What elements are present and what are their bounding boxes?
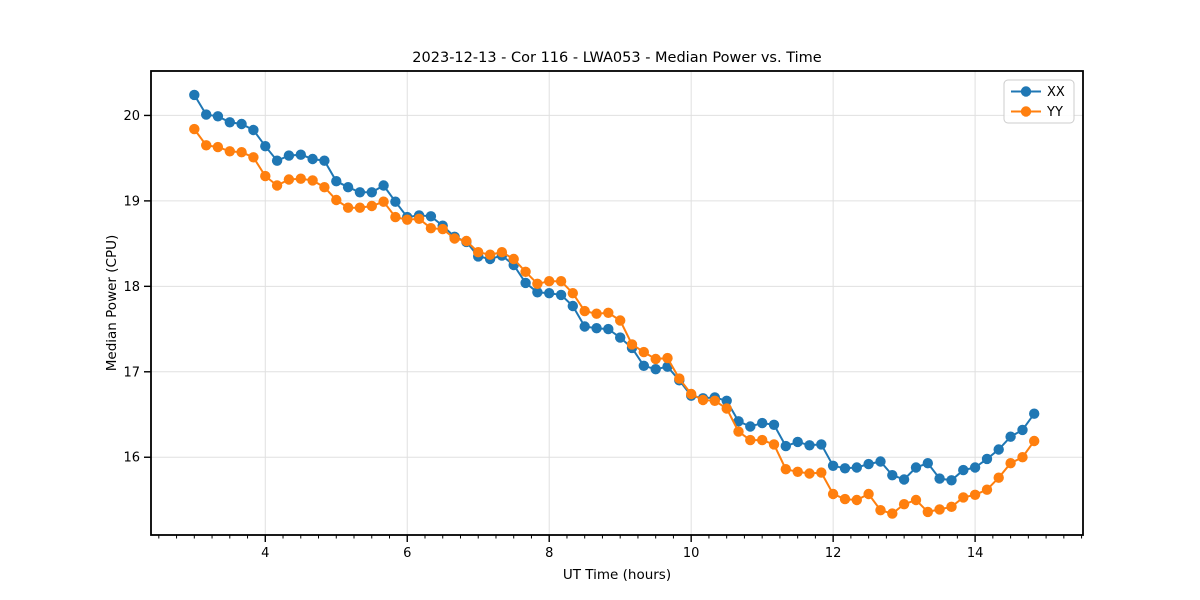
legend-label: XX bbox=[1047, 85, 1065, 100]
x-tick-label: 14 bbox=[967, 546, 984, 561]
legend: XX YY bbox=[1003, 79, 1075, 124]
series-XX-line bbox=[193, 94, 1036, 482]
chart-title: 2023-12-13 - Cor 116 - LWA053 - Median P… bbox=[412, 50, 822, 66]
series-XX bbox=[189, 89, 1040, 486]
y-tick-label: 20 bbox=[123, 109, 140, 124]
y-tick-label: 16 bbox=[123, 451, 140, 466]
y-tick-label: 19 bbox=[123, 194, 140, 209]
legend-item-XX: XX bbox=[1011, 85, 1065, 100]
x-tick-label: 4 bbox=[261, 546, 269, 561]
legend-item-YY: YY bbox=[1011, 105, 1063, 120]
legend-marker-icon bbox=[1020, 106, 1032, 117]
y-axis-label: Median Power (CPU) bbox=[104, 234, 120, 372]
y-tick-label: 17 bbox=[123, 365, 140, 380]
x-tick-label: 10 bbox=[683, 546, 700, 561]
x-axis-label: UT Time (hours) bbox=[562, 567, 672, 583]
x-axis: 4 6 8 10 12 14 bbox=[158, 535, 1083, 561]
y-tick-label: 18 bbox=[123, 280, 140, 295]
x-tick-label: 12 bbox=[825, 546, 842, 561]
series-YY-markers bbox=[189, 123, 1040, 519]
y-axis: 16 17 18 19 20 bbox=[123, 109, 151, 466]
series-YY bbox=[189, 123, 1040, 519]
legend-label: YY bbox=[1046, 105, 1063, 120]
legend-marker-icon bbox=[1020, 86, 1032, 97]
x-tick-label: 6 bbox=[403, 546, 411, 561]
x-tick-label: 8 bbox=[545, 546, 553, 561]
series-XX-markers bbox=[189, 89, 1040, 486]
plot-border bbox=[150, 70, 1084, 536]
grid bbox=[151, 71, 1083, 535]
